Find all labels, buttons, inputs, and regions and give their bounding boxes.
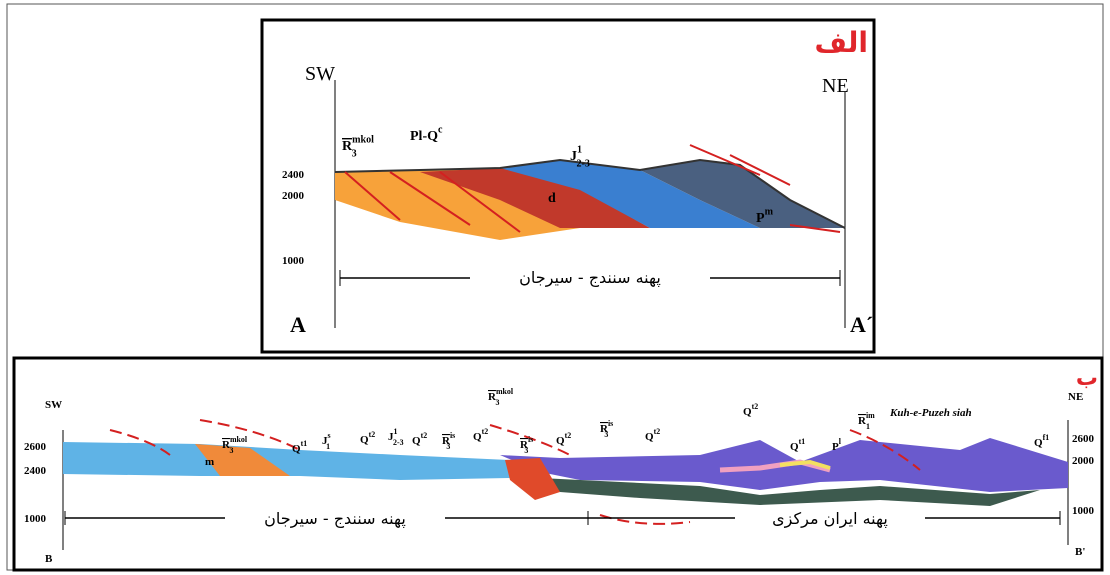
- zone-label: پهنه سنندج - سیرجان: [264, 509, 406, 529]
- page: الف SW NE 2400 2000 1000 Rmkol3 Pl-Qc J1…: [0, 0, 1110, 575]
- panel-label: الف: [815, 26, 868, 59]
- unit-symbol: m: [205, 456, 214, 468]
- elevation: 1000: [282, 255, 305, 267]
- unit-sup: t2: [752, 402, 759, 411]
- endpoint: A´: [850, 312, 873, 337]
- unit-label: d: [548, 191, 556, 206]
- direction: SW: [305, 63, 335, 85]
- unit-sub: 2-3: [576, 158, 589, 169]
- unit-sub: 3: [524, 446, 528, 455]
- unit-sup: mkol: [352, 134, 374, 145]
- unit-sup: t1: [799, 437, 806, 446]
- unit-sub: 3: [495, 398, 499, 407]
- unit-sup: mkol: [496, 387, 514, 396]
- unit-sup: t2: [369, 430, 376, 439]
- unit-sub: 3: [446, 442, 450, 451]
- unit-sup: mkol: [230, 435, 248, 444]
- zone-label: پهنه سنندج - سیرجان: [519, 268, 661, 288]
- elevation: 2000: [282, 190, 305, 202]
- unit-sup: is: [608, 419, 613, 428]
- unit-sup: is: [450, 431, 455, 440]
- unit-sup: 1: [577, 144, 582, 155]
- unit-sub: 1: [866, 422, 870, 431]
- unit-sup: t2: [482, 427, 489, 436]
- elevation: 2400: [282, 169, 305, 181]
- unit-sup: im: [866, 411, 875, 420]
- unit-sup: c: [438, 124, 443, 135]
- unit-sub: 3: [352, 148, 357, 159]
- unit-label: m: [205, 456, 214, 468]
- unit-sup: s: [328, 431, 331, 440]
- endpoint: B': [1075, 546, 1085, 558]
- panel-b: ب SW NE 2600 2400 1000 2600 2000 1000 m …: [14, 358, 1102, 570]
- elevation: 2400: [24, 465, 47, 477]
- unit-symbol: Pl-Q: [410, 129, 438, 144]
- unit-sub: 3: [229, 446, 233, 455]
- elevation: 1000: [1072, 505, 1095, 517]
- unit-sub: 2-3: [393, 438, 404, 447]
- elevation: 2600: [1072, 433, 1095, 445]
- place-label: Kuh-e-Puzeh siah: [889, 407, 972, 419]
- zone-label: پهنه ایران مرکزی: [772, 509, 888, 529]
- unit-sup: t2: [565, 431, 572, 440]
- unit-sup: t1: [301, 439, 308, 448]
- unit-sub: 1: [326, 442, 330, 451]
- unit-sup: t2: [421, 431, 428, 440]
- endpoint: B: [45, 553, 53, 565]
- unit-sup: is: [528, 435, 533, 444]
- direction: NE: [1068, 391, 1083, 403]
- unit-sup: f1: [1043, 433, 1050, 442]
- elevation: 2600: [24, 441, 47, 453]
- panel-label: ب: [1076, 366, 1098, 391]
- unit-sup: t2: [654, 427, 661, 436]
- unit-sub: 3: [604, 430, 608, 439]
- unit-sup: m: [765, 206, 774, 217]
- unit-symbol: d: [548, 191, 556, 206]
- elevation: 1000: [24, 513, 47, 525]
- endpoint: A: [290, 312, 306, 337]
- unit-sup: 1: [394, 427, 398, 436]
- elevation: 2000: [1072, 455, 1095, 467]
- direction: SW: [45, 399, 62, 411]
